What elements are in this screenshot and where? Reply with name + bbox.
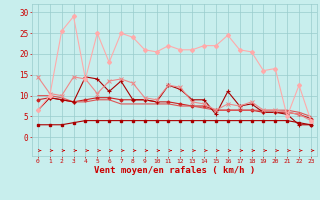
X-axis label: Vent moyen/en rafales ( km/h ): Vent moyen/en rafales ( km/h ) xyxy=(94,166,255,175)
